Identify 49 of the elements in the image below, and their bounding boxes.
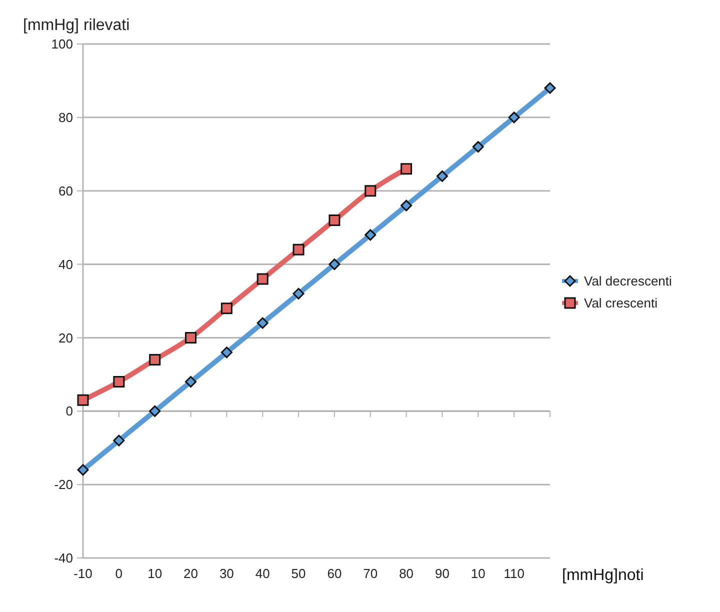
y-axis-title: [mmHg] rilevati: [23, 17, 130, 34]
point: [185, 332, 197, 344]
point: [328, 258, 340, 270]
y-tick-label: -20: [54, 477, 73, 492]
point: [508, 112, 520, 124]
x-tick-label: 60: [327, 566, 342, 581]
point: [256, 317, 268, 329]
x-tick-label: 50: [291, 566, 306, 581]
point: [292, 288, 304, 300]
x-tick-label: 70: [363, 566, 378, 581]
x-tick-label: 40: [255, 566, 270, 581]
point: [220, 302, 232, 314]
x-tick-label: 90: [434, 566, 450, 581]
point: [185, 376, 197, 388]
point: [544, 82, 556, 94]
y-tick-label: 0: [66, 404, 73, 419]
point: [77, 464, 89, 476]
y-tick-label: -40: [54, 550, 73, 566]
y-tick-label: 20: [58, 330, 73, 346]
x-tick-label: 110: [504, 566, 524, 581]
x-tick-label: 20: [184, 566, 198, 581]
x-axis-title: [mmHg]noti: [562, 567, 644, 584]
point: [292, 244, 304, 256]
point: [113, 376, 125, 388]
y-tick-label: 60: [58, 183, 73, 198]
y-tick-label: 80: [58, 110, 73, 125]
point: [364, 229, 376, 241]
point: [220, 346, 232, 358]
point: [256, 273, 268, 285]
point: [328, 214, 340, 226]
x-tick-label: 0: [115, 566, 123, 581]
point: [436, 170, 448, 182]
point: [149, 354, 161, 366]
point: [400, 163, 412, 175]
y-tick-label: 100: [51, 36, 73, 52]
x-tick-label: -10: [74, 566, 92, 581]
point: [113, 434, 125, 446]
point: [364, 185, 376, 197]
legend-label: Val crescenti: [584, 296, 658, 311]
legend-label: Val decrescenti: [584, 274, 672, 289]
x-tick-label: 80: [399, 566, 414, 581]
y-tick-label: 40: [58, 256, 73, 272]
x-tick-label: 10: [148, 566, 162, 581]
point: [149, 405, 161, 417]
x-tick-label: 30: [219, 566, 234, 581]
x-tick-label: 10: [470, 566, 486, 581]
point: [472, 141, 484, 153]
point: [77, 394, 89, 406]
point: [400, 200, 412, 212]
